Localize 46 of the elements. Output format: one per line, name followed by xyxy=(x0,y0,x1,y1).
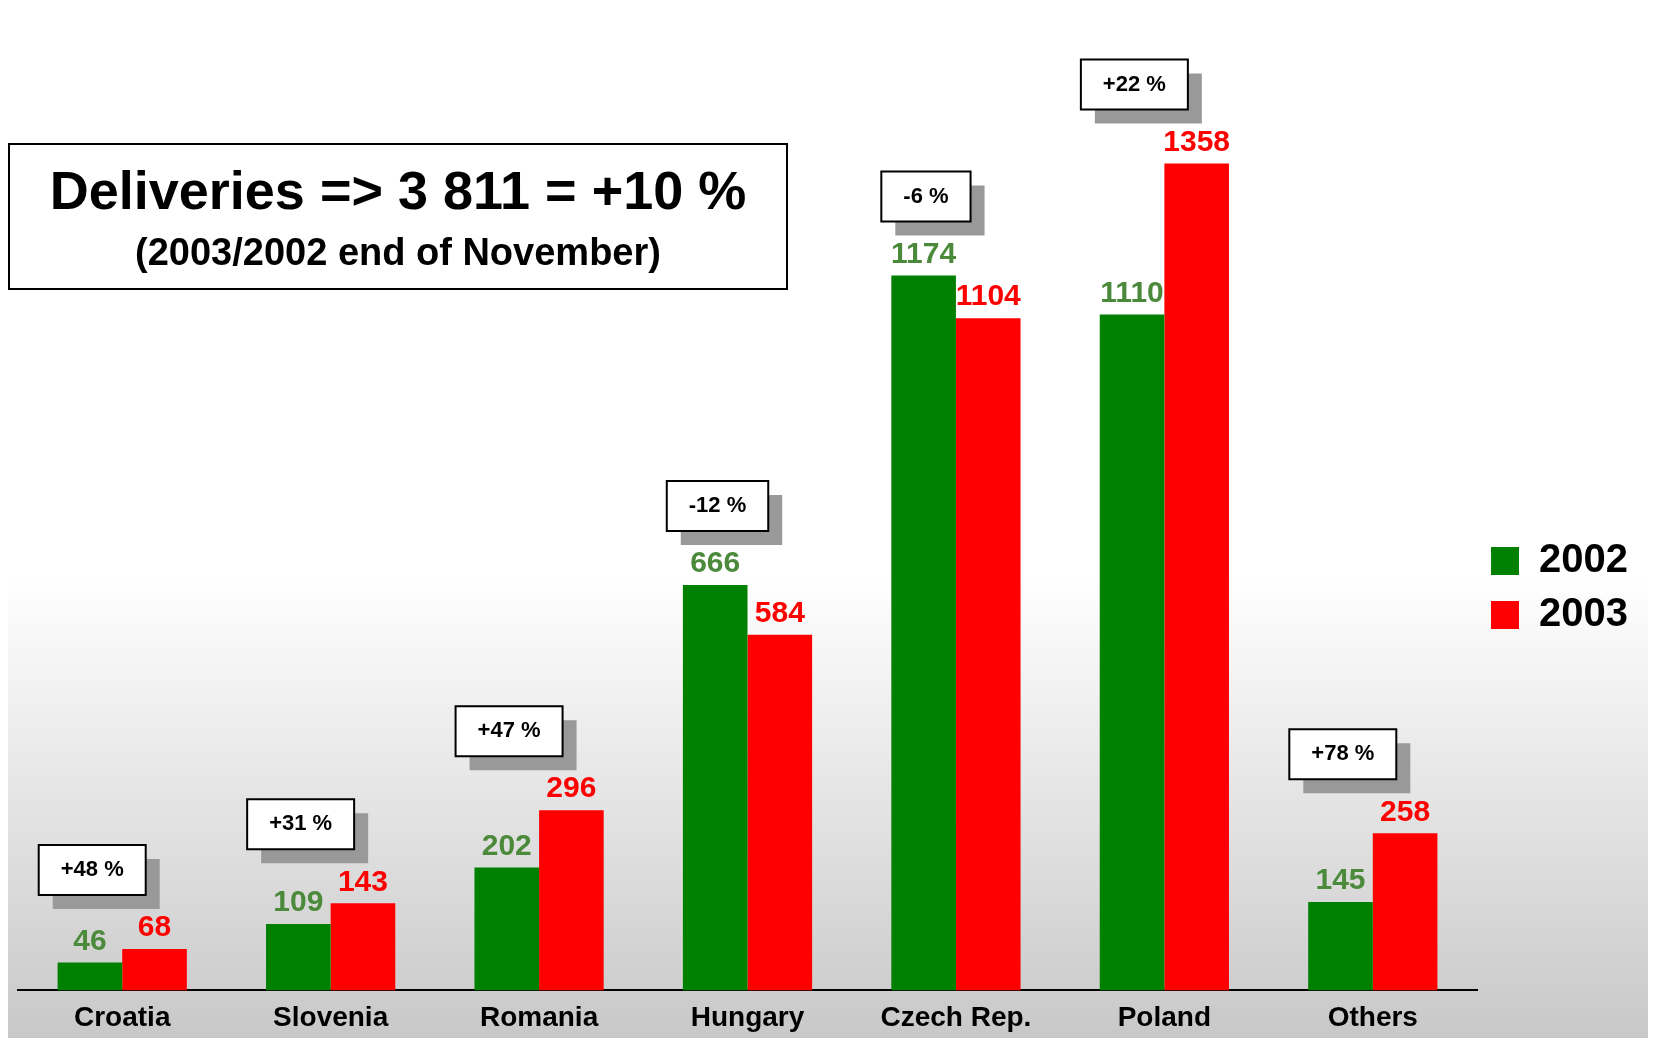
legend-label: 2003 xyxy=(1539,590,1628,635)
x-tick-label: Czech Rep. xyxy=(880,1000,1032,1032)
data-label: 296 xyxy=(546,770,597,804)
bar xyxy=(747,634,813,991)
data-label: 1110 xyxy=(1100,274,1164,308)
data-label: 109 xyxy=(273,884,324,918)
bar xyxy=(122,949,187,991)
annotation: -6 % xyxy=(903,182,949,208)
annotation: +31 % xyxy=(269,810,333,836)
bar xyxy=(1372,833,1438,991)
data-label: 202 xyxy=(481,827,532,861)
text: +22 % xyxy=(1102,70,1166,96)
bar xyxy=(330,903,396,991)
annotation: +47 % xyxy=(477,717,541,743)
x-tick-label: Romania xyxy=(479,1000,599,1032)
data-label: 584 xyxy=(754,595,806,629)
bar xyxy=(682,584,748,991)
bar xyxy=(955,318,1021,991)
data-label: 145 xyxy=(1315,862,1366,896)
bar xyxy=(539,810,604,991)
data-label: 1104 xyxy=(955,278,1022,312)
text: (2003/2002 end of November) xyxy=(134,231,662,274)
bar xyxy=(1164,163,1229,991)
x-tick-label: Poland xyxy=(1117,1000,1212,1032)
x-tick-label: Croatia xyxy=(73,1000,171,1032)
bar xyxy=(474,867,540,991)
x-tick-label: Hungary xyxy=(690,1000,805,1032)
data-label: 143 xyxy=(337,863,388,897)
bar xyxy=(266,924,331,991)
annotation: +48 % xyxy=(60,856,124,882)
bar xyxy=(891,275,956,991)
data-label: 1358 xyxy=(1163,123,1231,157)
chart-title: Deliveries => 3 811 = +10 % xyxy=(48,159,748,221)
bar xyxy=(1099,314,1165,991)
data-label: 1174 xyxy=(891,235,957,269)
legend-label: 2002 xyxy=(1539,536,1628,581)
bar xyxy=(1308,902,1373,991)
data-label: 46 xyxy=(73,922,107,956)
data-label: 258 xyxy=(1380,793,1431,827)
x-tick-label: Others xyxy=(1327,1000,1418,1032)
data-label: 666 xyxy=(690,545,741,579)
annotation: +78 % xyxy=(1311,740,1375,766)
annotation: -12 % xyxy=(688,491,747,517)
x-tick-label: Slovenia xyxy=(273,1000,389,1032)
data-label: 68 xyxy=(137,909,172,943)
bar xyxy=(57,962,123,991)
